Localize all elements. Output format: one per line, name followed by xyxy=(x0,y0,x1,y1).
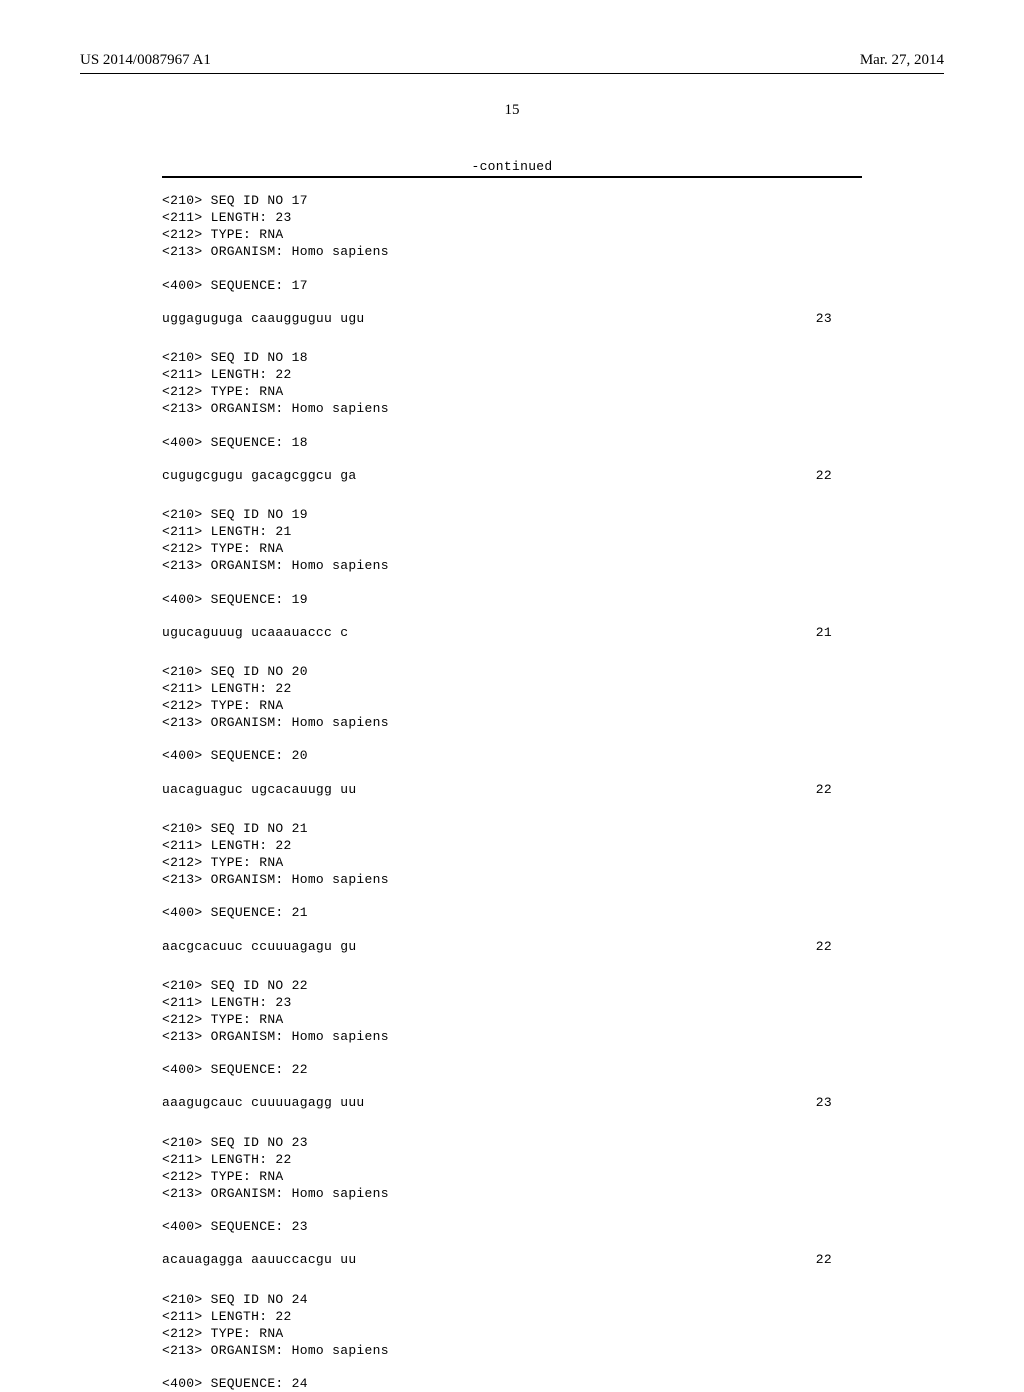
running-header: US 2014/0087967 A1 Mar. 27, 2014 xyxy=(80,52,944,69)
listing-top-rule xyxy=(162,176,862,178)
tag-212: <212> TYPE: RNA xyxy=(162,1168,862,1185)
tag-400: <400> SEQUENCE: 20 xyxy=(162,747,862,764)
tag-211: <211> LENGTH: 23 xyxy=(162,994,862,1011)
header-rule xyxy=(80,73,944,74)
sequence-listing: <210> SEQ ID NO 17<211> LENGTH: 23<212> … xyxy=(162,176,862,1392)
sequence-residues-row: ugucaguuug ucaaauaccc c 21 xyxy=(162,624,862,641)
tag-213: <213> ORGANISM: Homo sapiens xyxy=(162,714,862,731)
tag-210: <210> SEQ ID NO 19 xyxy=(162,506,862,523)
sequence-meta: <210> SEQ ID NO 20<211> LENGTH: 22<212> … xyxy=(162,663,862,732)
sequence-residues: aacgcacuuc ccuuuagagu gu xyxy=(162,938,356,955)
sequence-block: <210> SEQ ID NO 17<211> LENGTH: 23<212> … xyxy=(162,192,862,327)
sequence-length-annot: 23 xyxy=(816,310,862,327)
tag-211: <211> LENGTH: 21 xyxy=(162,523,862,540)
sequence-meta: <210> SEQ ID NO 24<211> LENGTH: 22<212> … xyxy=(162,1291,862,1360)
tag-400: <400> SEQUENCE: 17 xyxy=(162,277,862,294)
page: US 2014/0087967 A1 Mar. 27, 2014 15 -con… xyxy=(0,0,1024,1320)
sequence-block: <210> SEQ ID NO 19<211> LENGTH: 21<212> … xyxy=(162,506,862,641)
tag-211: <211> LENGTH: 23 xyxy=(162,209,862,226)
tag-210: <210> SEQ ID NO 20 xyxy=(162,663,862,680)
sequence-meta: <210> SEQ ID NO 22<211> LENGTH: 23<212> … xyxy=(162,977,862,1046)
tag-210: <210> SEQ ID NO 23 xyxy=(162,1134,862,1151)
sequence-block: <210> SEQ ID NO 20<211> LENGTH: 22<212> … xyxy=(162,663,862,798)
page-number: 15 xyxy=(80,102,944,119)
sequence-meta: <210> SEQ ID NO 23<211> LENGTH: 22<212> … xyxy=(162,1134,862,1203)
tag-212: <212> TYPE: RNA xyxy=(162,1325,862,1342)
tag-210: <210> SEQ ID NO 21 xyxy=(162,820,862,837)
continued-label: -continued xyxy=(80,159,944,174)
sequence-meta: <210> SEQ ID NO 19<211> LENGTH: 21<212> … xyxy=(162,506,862,575)
sequence-block: <210> SEQ ID NO 21<211> LENGTH: 22<212> … xyxy=(162,820,862,955)
tag-400: <400> SEQUENCE: 23 xyxy=(162,1218,862,1235)
sequence-length-annot: 23 xyxy=(816,1094,862,1111)
sequence-length-annot: 21 xyxy=(816,624,862,641)
tag-211: <211> LENGTH: 22 xyxy=(162,1308,862,1325)
tag-400: <400> SEQUENCE: 24 xyxy=(162,1375,862,1392)
tag-212: <212> TYPE: RNA xyxy=(162,697,862,714)
sequence-residues-row: cugugcgugu gacagcggcu ga 22 xyxy=(162,467,862,484)
sequence-residues-row: aaagugcauc cuuuuagagg uuu 23 xyxy=(162,1094,862,1111)
tag-211: <211> LENGTH: 22 xyxy=(162,837,862,854)
tag-211: <211> LENGTH: 22 xyxy=(162,680,862,697)
tag-400: <400> SEQUENCE: 21 xyxy=(162,904,862,921)
tag-213: <213> ORGANISM: Homo sapiens xyxy=(162,1342,862,1359)
tag-213: <213> ORGANISM: Homo sapiens xyxy=(162,1028,862,1045)
sequence-residues-row: uacaguaguc ugcacauugg uu 22 xyxy=(162,781,862,798)
sequence-residues-row: aacgcacuuc ccuuuagagu gu 22 xyxy=(162,938,862,955)
tag-213: <213> ORGANISM: Homo sapiens xyxy=(162,557,862,574)
sequence-meta: <210> SEQ ID NO 17<211> LENGTH: 23<212> … xyxy=(162,192,862,261)
tag-213: <213> ORGANISM: Homo sapiens xyxy=(162,1185,862,1202)
tag-213: <213> ORGANISM: Homo sapiens xyxy=(162,400,862,417)
sequence-block: <210> SEQ ID NO 24<211> LENGTH: 22<212> … xyxy=(162,1291,862,1392)
publication-number: US 2014/0087967 A1 xyxy=(80,52,211,69)
sequence-length-annot: 22 xyxy=(816,938,862,955)
tag-212: <212> TYPE: RNA xyxy=(162,1011,862,1028)
sequence-block: <210> SEQ ID NO 22<211> LENGTH: 23<212> … xyxy=(162,977,862,1112)
sequence-residues-row: acauagagga aauuccacgu uu 22 xyxy=(162,1251,862,1268)
tag-212: <212> TYPE: RNA xyxy=(162,383,862,400)
tag-211: <211> LENGTH: 22 xyxy=(162,366,862,383)
tag-212: <212> TYPE: RNA xyxy=(162,540,862,557)
sequence-meta: <210> SEQ ID NO 21<211> LENGTH: 22<212> … xyxy=(162,820,862,889)
sequence-block: <210> SEQ ID NO 23<211> LENGTH: 22<212> … xyxy=(162,1134,862,1269)
tag-400: <400> SEQUENCE: 22 xyxy=(162,1061,862,1078)
tag-212: <212> TYPE: RNA xyxy=(162,226,862,243)
publication-date: Mar. 27, 2014 xyxy=(860,52,944,69)
sequence-residues: ugucaguuug ucaaauaccc c xyxy=(162,624,348,641)
sequence-length-annot: 22 xyxy=(816,1251,862,1268)
sequence-container: <210> SEQ ID NO 17<211> LENGTH: 23<212> … xyxy=(162,192,862,1392)
sequence-meta: <210> SEQ ID NO 18<211> LENGTH: 22<212> … xyxy=(162,349,862,418)
tag-210: <210> SEQ ID NO 24 xyxy=(162,1291,862,1308)
tag-210: <210> SEQ ID NO 17 xyxy=(162,192,862,209)
tag-213: <213> ORGANISM: Homo sapiens xyxy=(162,871,862,888)
sequence-residues: uggaguguga caaugguguu ugu xyxy=(162,310,365,327)
sequence-residues: aaagugcauc cuuuuagagg uuu xyxy=(162,1094,365,1111)
tag-210: <210> SEQ ID NO 22 xyxy=(162,977,862,994)
tag-400: <400> SEQUENCE: 19 xyxy=(162,591,862,608)
tag-400: <400> SEQUENCE: 18 xyxy=(162,434,862,451)
sequence-residues: cugugcgugu gacagcggcu ga xyxy=(162,467,356,484)
sequence-residues-row: uggaguguga caaugguguu ugu 23 xyxy=(162,310,862,327)
sequence-length-annot: 22 xyxy=(816,781,862,798)
tag-213: <213> ORGANISM: Homo sapiens xyxy=(162,243,862,260)
sequence-length-annot: 22 xyxy=(816,467,862,484)
sequence-residues: acauagagga aauuccacgu uu xyxy=(162,1251,356,1268)
sequence-block: <210> SEQ ID NO 18<211> LENGTH: 22<212> … xyxy=(162,349,862,484)
tag-212: <212> TYPE: RNA xyxy=(162,854,862,871)
tag-211: <211> LENGTH: 22 xyxy=(162,1151,862,1168)
sequence-residues: uacaguaguc ugcacauugg uu xyxy=(162,781,356,798)
tag-210: <210> SEQ ID NO 18 xyxy=(162,349,862,366)
